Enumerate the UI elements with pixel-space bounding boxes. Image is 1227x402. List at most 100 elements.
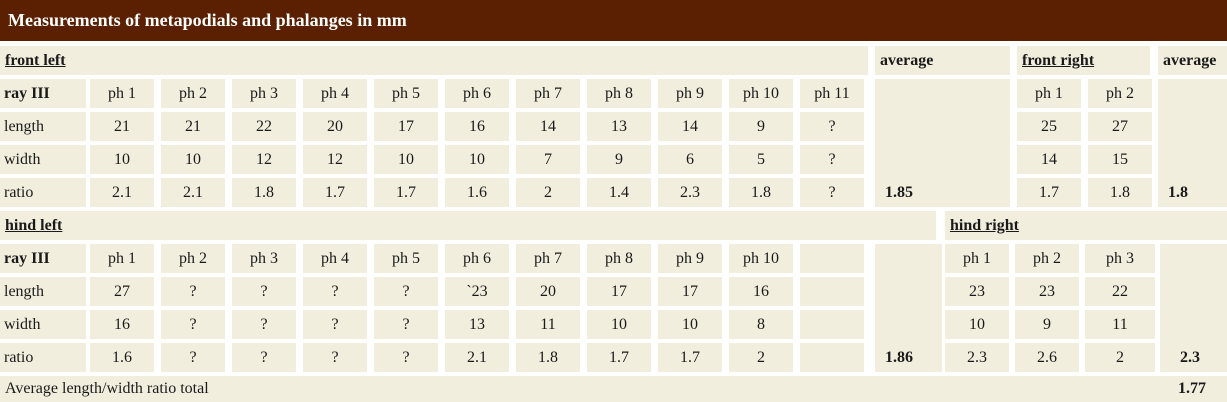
table-cell: 23 bbox=[945, 277, 1009, 306]
front-left-average-value: 1.85 bbox=[885, 184, 913, 201]
table-cell: 2.1 bbox=[161, 178, 225, 207]
table-cell: 1.7 bbox=[303, 178, 367, 207]
front-length-row: length 21 21 22 20 17 16 14 13 14 9? 25 27 bbox=[0, 112, 1227, 141]
front-right-width-cells: 14 15 bbox=[1017, 145, 1152, 174]
table-cell: ph 5 bbox=[374, 244, 438, 273]
table-cell: ph 3 bbox=[232, 79, 296, 108]
front-ph-header-row: ray III ph 1 ph 2 ph 3 ph 4 ph 5 ph 6 ph 7 ph 8… bbox=[0, 79, 1227, 108]
hind-ray-label: ray III bbox=[0, 244, 86, 273]
row-label-ratio: ratio bbox=[0, 178, 86, 207]
front-ray-label: ray III bbox=[0, 79, 86, 108]
table-cell: 8 bbox=[729, 310, 793, 339]
hind-left-width-cells: 16???? 13 11 10 10 8 bbox=[86, 310, 864, 339]
table-cell bbox=[800, 343, 864, 372]
table-cell: 1.8 bbox=[729, 178, 793, 207]
table-cell: 1.8 bbox=[1088, 178, 1152, 207]
front-right-heading: front right bbox=[1022, 52, 1095, 69]
table-cell: ? bbox=[303, 310, 367, 339]
table-cell: ? bbox=[374, 343, 438, 372]
table-cell: ? bbox=[232, 343, 296, 372]
table-cell: 1.4 bbox=[587, 178, 651, 207]
hind-left-ph-headers: ph 1 ph 2 ph 3 ph 4 ph 5 ph 6 ph 7 ph 8 ph 9 ph 1… bbox=[86, 244, 864, 273]
table-cell: ph 11 bbox=[800, 79, 864, 108]
table-cell: 15 bbox=[1088, 145, 1152, 174]
table-cell: 2.6 bbox=[1015, 343, 1079, 372]
hind-left-heading: hind left bbox=[5, 217, 63, 234]
hind-right-average-value: 2.3 bbox=[1180, 349, 1200, 366]
table-cell: ? bbox=[374, 310, 438, 339]
table-cell: 22 bbox=[232, 112, 296, 141]
footer-total-value: 1.77 bbox=[1178, 380, 1206, 397]
front-left-width-cells: 10 10 12 12 10 10 7 9 6 5? bbox=[86, 145, 864, 174]
table-cell: ? bbox=[303, 277, 367, 306]
table-cell: ph 9 bbox=[658, 79, 722, 108]
table-cell: 20 bbox=[516, 277, 580, 306]
hind-right-heading: hind right bbox=[950, 217, 1019, 234]
front-right-average-cell: 1.8 bbox=[1158, 79, 1227, 207]
table-cell: 2.3 bbox=[945, 343, 1009, 372]
table-cell: ? bbox=[303, 343, 367, 372]
front-right-ratio-cells: 1.7 1.8 bbox=[1017, 178, 1152, 207]
table-cell: 16 bbox=[445, 112, 509, 141]
table-cell: ph 5 bbox=[374, 79, 438, 108]
table-cell: 1.7 bbox=[1017, 178, 1081, 207]
table-cell: 16 bbox=[90, 310, 154, 339]
hind-left-length-cells: 27???? `23 20 17 17 16 bbox=[86, 277, 864, 306]
front-left-heading: front left bbox=[5, 52, 66, 69]
hind-ph-header-row: ray III ph 1 ph 2 ph 3 ph 4 ph 5 ph 6 ph 7 ph 8… bbox=[0, 244, 1227, 273]
table-cell: 2 bbox=[729, 343, 793, 372]
table-cell: ? bbox=[800, 112, 864, 141]
table-cell: ph 7 bbox=[516, 79, 580, 108]
row-label-width: width bbox=[0, 310, 86, 339]
table-cell: ? bbox=[161, 277, 225, 306]
table-cell: 10 bbox=[90, 145, 154, 174]
hind-left-average-value: 1.86 bbox=[885, 349, 913, 366]
hind-section: hind left hind right ray III ph 1 ph 2 ph … bbox=[0, 211, 1227, 372]
row-label-length: length bbox=[0, 112, 86, 141]
table-cell: `23 bbox=[445, 277, 509, 306]
table-cell: 17 bbox=[374, 112, 438, 141]
table-cell: ? bbox=[800, 178, 864, 207]
table-cell: 27 bbox=[1088, 112, 1152, 141]
table-cell: 1.7 bbox=[658, 343, 722, 372]
footer-label-cell: Average length/width ratio total bbox=[0, 376, 1227, 402]
table-cell: ph 1 bbox=[90, 244, 154, 273]
table-cell: ph 1 bbox=[1017, 79, 1081, 108]
table-cell: 10 bbox=[587, 310, 651, 339]
table-cell: 10 bbox=[374, 145, 438, 174]
table-cell: 13 bbox=[445, 310, 509, 339]
front-section: front left average front right average r… bbox=[0, 46, 1227, 207]
table-cell: ph 4 bbox=[303, 79, 367, 108]
table-cell: ph 8 bbox=[587, 79, 651, 108]
table-cell: 10 bbox=[445, 145, 509, 174]
hind-right-width-cells: 10 9 11 bbox=[945, 310, 1155, 339]
table-cell: ph 2 bbox=[161, 244, 225, 273]
table-cell: 14 bbox=[516, 112, 580, 141]
table-cell: 11 bbox=[516, 310, 580, 339]
table-cell: ? bbox=[232, 310, 296, 339]
footer-row: Average length/width ratio total 1.77 bbox=[0, 376, 1227, 402]
row-label-length: length bbox=[0, 277, 86, 306]
table-cell: 9 bbox=[1015, 310, 1079, 339]
table-cell: ? bbox=[800, 145, 864, 174]
front-right-length-cells: 25 27 bbox=[1017, 112, 1152, 141]
table-cell: 1.7 bbox=[374, 178, 438, 207]
table-cell: ph 3 bbox=[1085, 244, 1155, 273]
front-right-average-value: 1.8 bbox=[1168, 184, 1188, 201]
table-cell: 20 bbox=[303, 112, 367, 141]
table-cell: ph 1 bbox=[945, 244, 1009, 273]
front-width-row: width 10 10 12 12 10 10 7 9 6 5? 14 15 bbox=[0, 145, 1227, 174]
footer-label: Average length/width ratio total bbox=[5, 380, 209, 397]
table-cell: ph 2 bbox=[161, 79, 225, 108]
table-cell: ? bbox=[161, 343, 225, 372]
table-title: Measurements of metapodials and phalange… bbox=[8, 10, 407, 30]
table-cell: 10 bbox=[945, 310, 1009, 339]
table-cell: ph 7 bbox=[516, 244, 580, 273]
row-label-ratio: ratio bbox=[0, 343, 86, 372]
table-cell: 22 bbox=[1085, 277, 1155, 306]
table-cell: 6 bbox=[658, 145, 722, 174]
front-left-ph-headers: ph 1 ph 2 ph 3 ph 4 ph 5 ph 6 ph 7 ph 8 ph 9 ph 1… bbox=[86, 79, 864, 108]
table-cell: ph 8 bbox=[587, 244, 651, 273]
table-cell bbox=[800, 310, 864, 339]
table-cell: 1.6 bbox=[90, 343, 154, 372]
